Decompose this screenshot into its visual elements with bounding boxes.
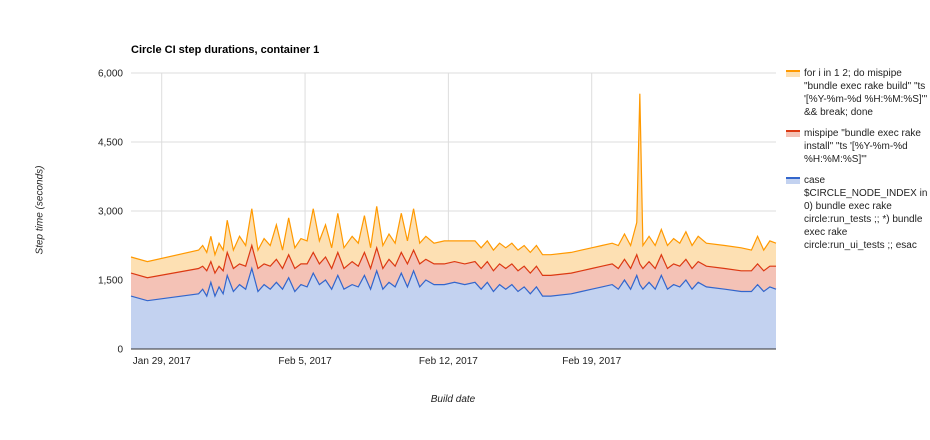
series-line-0: [130, 266, 777, 302]
chart-lines: [130, 93, 777, 302]
legend-label-tests: case $CIRCLE_NODE_INDEX in 0) bundle exe…: [804, 175, 928, 251]
legend-item-tests[interactable]: case $CIRCLE_NODE_INDEX in 0) bundle exe…: [786, 174, 930, 252]
legend-swatch-install: [786, 130, 800, 137]
legend-swatch-tests: [786, 177, 800, 184]
legend-swatch-build: [786, 70, 800, 77]
legend-label-install: mispipe "bundle exec rake install" "ts '…: [804, 128, 921, 165]
y-tick-label: 3,000: [98, 207, 123, 218]
series-area-0: [131, 268, 776, 349]
chart-legend: for i in 1 2; do mispipe "bundle exec ra…: [786, 67, 930, 260]
series-area-1: [131, 245, 776, 301]
x-tick-label: Jan 29, 2017: [133, 356, 191, 367]
series-line-1: [130, 243, 776, 279]
series-line-2: [130, 93, 777, 263]
x-tick-label: Feb 5, 2017: [278, 356, 332, 367]
chart-title: Circle CI step durations, container 1: [131, 44, 320, 56]
legend-item-install[interactable]: mispipe "bundle exec rake install" "ts '…: [786, 127, 930, 166]
y-tick-label: 1,500: [98, 276, 123, 287]
series-area-2: [131, 93, 776, 278]
x-axis-title: Build date: [430, 394, 476, 405]
x-tick-label: Feb 12, 2017: [419, 356, 478, 367]
chart-axes: 0 1,500 3,000 4,500 6,000 Jan 29, 2017 Feb 5, …: [98, 69, 776, 367]
legend-item-build[interactable]: for i in 1 2; do mispipe "bundle exec ra…: [786, 67, 930, 119]
legend-label-build: for i in 1 2; do mispipe "bundle exec ra…: [804, 68, 928, 118]
x-tick-label: Feb 19, 2017: [562, 356, 621, 367]
y-tick-label: 0: [117, 345, 123, 356]
y-tick-label: 4,500: [98, 138, 123, 149]
y-tick-label: 6,000: [98, 69, 123, 80]
